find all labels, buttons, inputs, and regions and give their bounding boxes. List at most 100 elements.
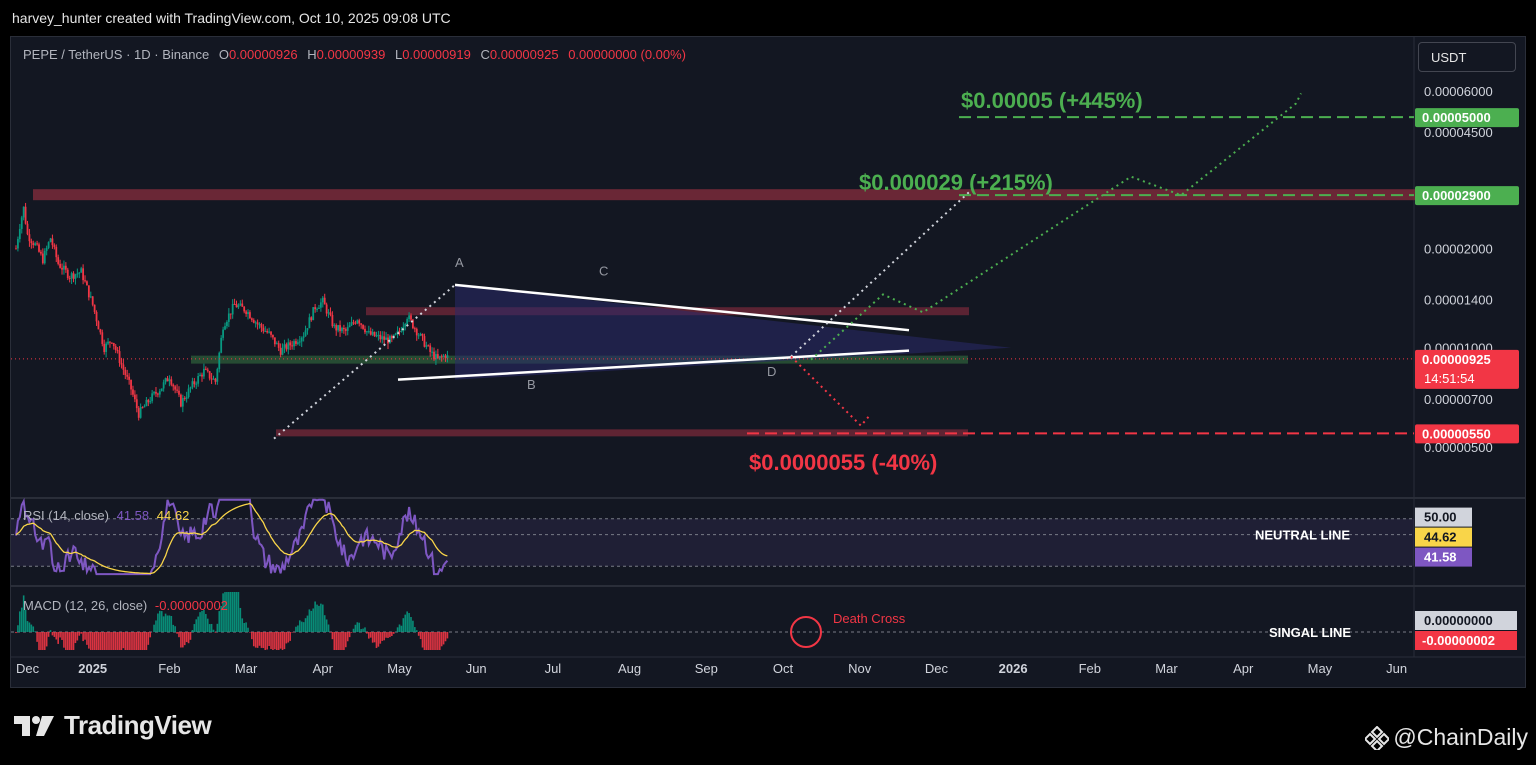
macd-histogram-bar xyxy=(295,626,297,632)
macd-histogram-bar xyxy=(61,632,63,640)
macd-histogram-bar xyxy=(231,592,234,632)
macd-histogram-bar xyxy=(170,616,173,632)
macd-histogram-bar xyxy=(159,610,161,632)
time-tick: Aug xyxy=(618,661,641,676)
pattern-label: C xyxy=(599,264,608,279)
currency-button[interactable]: USDT xyxy=(1418,42,1516,72)
macd-histogram-bar xyxy=(20,607,23,632)
macd-histogram-bar xyxy=(354,624,357,632)
macd-histogram-bar xyxy=(183,632,186,646)
candle-body xyxy=(214,378,217,382)
macd-histogram-bar xyxy=(134,632,136,650)
macd-histogram-bar xyxy=(153,624,155,632)
candle-body xyxy=(135,399,138,409)
candle-body xyxy=(189,387,192,389)
macd-histogram-bar xyxy=(235,592,238,632)
candle-body xyxy=(245,311,247,314)
candle-body xyxy=(34,243,37,246)
macd-histogram-bar xyxy=(34,631,36,632)
candle-body xyxy=(95,311,98,322)
macd-histogram-bar xyxy=(30,624,33,632)
candle-body xyxy=(229,313,232,315)
bearish-path-dotted xyxy=(790,355,870,428)
macd-histogram-bar xyxy=(180,632,182,648)
time-tick: Nov xyxy=(848,661,872,676)
macd-histogram-bar xyxy=(72,632,75,650)
candle-body xyxy=(333,325,336,327)
time-tick: May xyxy=(1308,661,1333,676)
price-chart[interactable]: $0.00005 (+445%) $0.000029 (+215%) $0.0000… xyxy=(11,37,1525,687)
macd-histogram-bar xyxy=(66,632,69,650)
macd-histogram-bar xyxy=(145,632,148,650)
macd-histogram-bar xyxy=(82,632,84,642)
macd-histogram-bar xyxy=(435,632,437,650)
candle-body xyxy=(124,369,127,376)
macd-histogram-bar xyxy=(162,616,165,632)
macd-histogram-bar xyxy=(283,632,286,650)
macd-histogram-bar xyxy=(222,593,224,632)
macd-histogram-bar xyxy=(427,632,430,650)
price-tick: 0.00004500 xyxy=(1424,125,1493,140)
tradingview-brand: TradingView xyxy=(64,710,212,740)
macd-histogram-bar xyxy=(218,611,221,632)
rsi-band xyxy=(11,518,1414,567)
candle-body xyxy=(105,343,108,352)
macd-histogram-bar xyxy=(425,632,428,650)
macd-histogram-bar xyxy=(139,632,142,650)
macd-histogram-bar xyxy=(289,632,292,641)
candle-body xyxy=(285,344,288,350)
macd-histogram-bar xyxy=(214,632,217,633)
macd-histogram-bar xyxy=(228,592,230,632)
macd-histogram-bar xyxy=(168,615,171,632)
macd-histogram-bar xyxy=(268,632,270,647)
candle-body xyxy=(383,336,386,340)
candle-body xyxy=(254,322,257,324)
macd-histogram-bar xyxy=(258,632,261,646)
candle-body xyxy=(362,324,364,329)
candle-body xyxy=(375,335,378,337)
candle-body xyxy=(195,383,198,385)
macd-histogram-bar xyxy=(239,607,242,632)
candle-body xyxy=(444,355,447,359)
macd-histogram-bar xyxy=(189,632,192,640)
candle-body xyxy=(352,322,355,324)
candle-body xyxy=(133,394,136,400)
candle-body xyxy=(18,228,21,240)
signal-line-label: SINGAL LINE xyxy=(1269,625,1351,640)
macd-histogram-bar xyxy=(429,632,431,650)
candle-body xyxy=(335,325,338,331)
candle-body xyxy=(381,336,384,340)
chart-frame[interactable]: $0.00005 (+445%) $0.000029 (+215%) $0.0000… xyxy=(10,36,1526,688)
macd-histogram-bar xyxy=(63,632,65,648)
candle-body xyxy=(68,278,71,280)
time-tick: 2026 xyxy=(999,661,1028,676)
candle-body xyxy=(316,308,318,310)
time-tick: Jun xyxy=(1386,661,1407,676)
macd-histogram-bar xyxy=(437,632,439,650)
target-label: $0.000029 (+215%) xyxy=(859,170,1053,195)
candle-body xyxy=(273,337,276,345)
pattern-label: A xyxy=(455,255,464,270)
macd-histogram-bar xyxy=(57,632,59,644)
candle-body xyxy=(76,273,79,275)
macd-histogram-bar xyxy=(101,632,104,650)
candle-body xyxy=(260,324,263,328)
candle-body xyxy=(367,331,370,333)
macd-histogram-bar xyxy=(15,632,17,634)
macd-histogram-bar xyxy=(406,611,408,632)
macd-histogram-bar xyxy=(442,632,445,645)
candle-body xyxy=(164,378,167,383)
tradingview-logo[interactable]: TradingView xyxy=(14,710,212,741)
macd-histogram-bar xyxy=(141,632,144,650)
candle-body xyxy=(203,368,205,377)
triangle-fill xyxy=(455,284,1011,380)
rsi-name: RSI (14, close) xyxy=(23,508,109,523)
candle-body xyxy=(84,280,86,282)
macd-histogram-bar xyxy=(392,632,395,634)
macd-histogram-bar xyxy=(412,620,414,632)
candle-body xyxy=(396,330,399,334)
macd-histogram-bar xyxy=(254,632,257,648)
candle-body xyxy=(103,343,106,352)
time-tick: Dec xyxy=(925,661,949,676)
price-tick: 0.00000700 xyxy=(1424,392,1493,407)
